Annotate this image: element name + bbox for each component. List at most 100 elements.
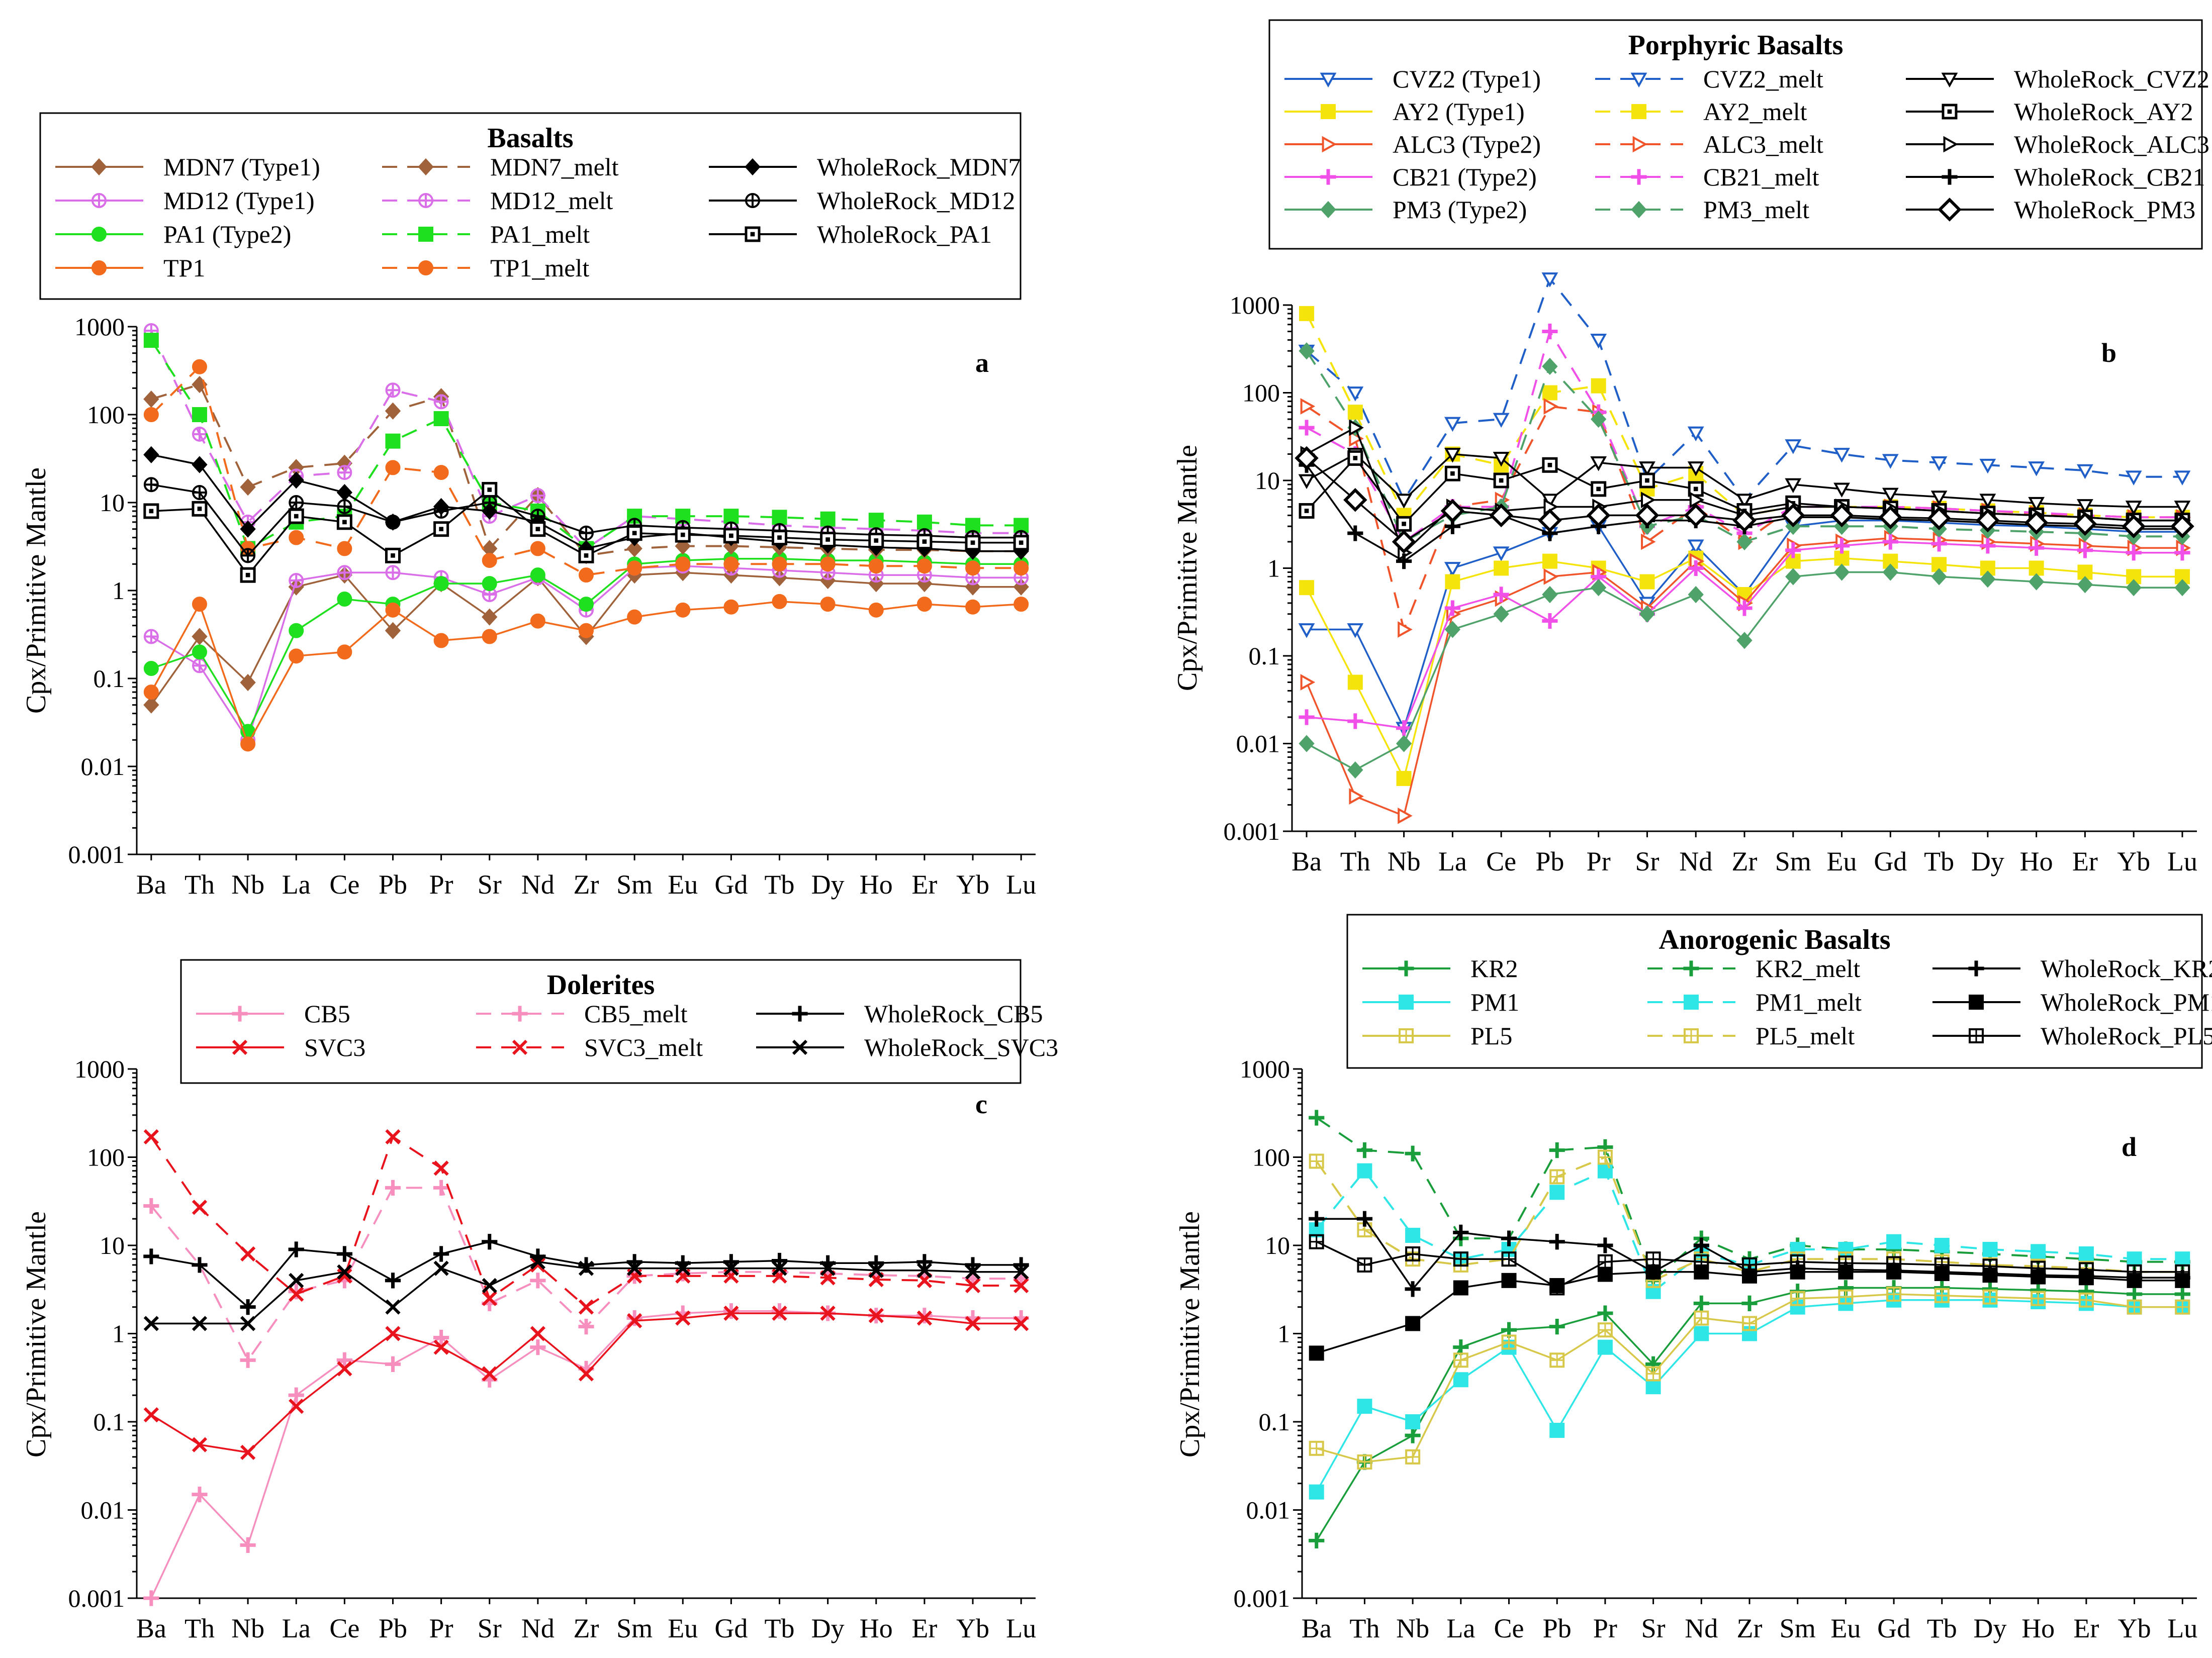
marker-plus [2174,545,2190,561]
marker-diamond [385,402,401,420]
data-point [143,1407,159,1423]
x-tick-label-Pb: Pb [379,1613,407,1643]
marker-triangle-down [1785,478,1802,494]
data-point [1549,1142,1565,1158]
data-point [1838,1289,1854,1305]
legend-title: Porphyric Basalts [1628,30,1844,61]
data-point [289,1286,304,1302]
marker-circle [868,558,884,574]
data-point [1392,530,1416,554]
data-point [1833,448,1850,463]
marker-diamond [240,673,256,692]
marker-square-outline [288,508,304,524]
legend-item-PM3_melt: PM3_melt [1595,196,1809,224]
data-point [626,525,642,541]
series-CB21 (Type2) [1299,534,2190,736]
legend-item-ALC3_melt: ALC3_melt [1595,130,1823,158]
data-point [1641,492,1656,509]
marker-diamond [240,478,256,496]
data-point [1356,1211,1373,1227]
marker-plus [2126,1286,2143,1302]
x-tick-label-Ce: Ce [329,869,359,900]
marker-circle [820,556,836,572]
data-point [868,602,884,618]
data-point [289,648,304,664]
x-tick-label-Pb: Pb [1543,1613,1572,1643]
marker-square-center [294,514,299,519]
marker-triangle-down [1590,456,1607,471]
data-point [1736,600,1753,616]
data-point [820,1305,836,1321]
legend-marker [1321,104,1336,119]
data-point [1405,1281,1421,1297]
y-axis-title: Cpx/Primitive Mantle [1172,445,1203,691]
series-AY2 (Type1) [1299,550,2190,786]
marker-square [1631,104,1646,119]
chart-panel-b: 0.001 0.01 0.1 1 10 100 1000 Ba Th Nb La Ce Pb Pr Sr Nd… [1172,19,2209,876]
legend-marker [1631,169,1647,185]
data-point [1300,674,1316,691]
marker-plus-stroke [144,630,158,643]
marker-square [1694,1326,1709,1341]
x-tick-label-La: La [1438,846,1467,876]
data-point [1444,621,1461,638]
marker-triangle-down [1396,494,1412,509]
data-point [143,503,159,519]
legend: Basalts MDN7 (Type1) MD12 (Type1) PA1 (Type… [39,112,1022,300]
legend-title: Anorogenic Basalts [1659,924,1891,955]
marker-circle [433,576,449,592]
data-point [1347,761,1363,779]
marker-cross [578,1366,594,1382]
marker-plus-stroke [580,526,593,540]
marker-diamond-outline [1295,446,1319,470]
data-point [2078,1292,2094,1308]
marker-cross [675,1310,691,1326]
marker-plus-stroke [1743,1317,1756,1330]
marker-circle [1013,597,1029,612]
marker-square [2078,1246,2094,1262]
legend-label: WholeRock_CVZ2 [2014,65,2209,93]
data-point [1298,623,1315,638]
data-point [288,1387,304,1403]
x-tick-label-Pb: Pb [1535,846,1564,876]
marker-square-center [750,232,755,237]
marker-square [1597,1266,1613,1282]
x-tick-label-Sr: Sr [1635,846,1659,876]
data-point [1590,334,1607,349]
legend-item-WholeRock_MD12: WholeRock_MD12 [709,186,1015,215]
data-point [2125,501,2142,516]
data-point [965,560,981,576]
x-tick-label-Lu: Lu [2167,1613,2197,1643]
x-tick-label-Ce: Ce [329,1613,359,1643]
marker-triangle-down [1930,456,1948,471]
marker-diamond-outline [1976,508,2000,533]
legend-marker [418,227,433,242]
data-point [1405,1246,1421,1262]
y-axis-title: Cpx/Primitive Mantle [21,1211,52,1457]
data-point [1597,1237,1613,1253]
x-tick-label-Nd: Nd [521,869,555,900]
series-WholeRock_PM1 [1309,1264,2190,1361]
marker-plus [723,1303,739,1319]
marker-square-center [342,520,347,525]
data-point [337,644,352,660]
data-point [192,485,207,501]
marker-square [1542,385,1557,401]
data-point [2077,499,2093,514]
data-point [1298,474,1315,490]
series-WholeRock_SVC3 [143,1254,1029,1331]
legend-box [39,112,1022,300]
data-point [2031,1244,2046,1259]
data-point [1396,720,1412,736]
marker-square-center [1645,478,1649,483]
marker-circle [772,556,787,572]
marker-cross [385,1326,401,1341]
x-tick-label-Dy: Dy [1973,1613,2006,1643]
marker-circle [579,623,594,638]
legend-label: MDN7_melt [490,153,619,181]
data-point [385,547,401,563]
marker-circle [579,567,594,583]
marker-plus [232,1006,248,1022]
marker-plus [626,1310,642,1326]
